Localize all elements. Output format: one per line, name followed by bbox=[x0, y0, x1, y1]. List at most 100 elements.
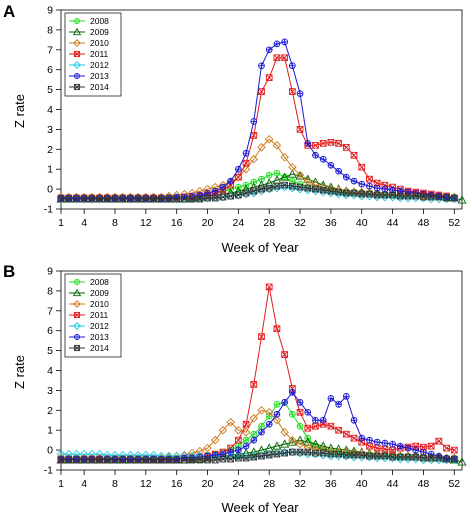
panel-b-point-2014 bbox=[119, 456, 127, 464]
panel-a-point-2014 bbox=[142, 195, 150, 203]
panel-a-point-2014 bbox=[335, 188, 342, 196]
panel-b-series-2009 bbox=[56, 435, 467, 466]
panel-b-point-2008 bbox=[258, 422, 265, 430]
panel-a-legend-label: 2014 bbox=[90, 82, 109, 92]
panel-a-point-2010 bbox=[234, 172, 243, 182]
panel-a-point-2014 bbox=[427, 193, 435, 201]
panel-a-point-2014 bbox=[119, 195, 127, 203]
panel-a-point-2011 bbox=[366, 175, 373, 183]
panel-a-point-2014 bbox=[57, 195, 65, 203]
panel-b-point-2010 bbox=[264, 408, 274, 417]
panel-b-point-2012 bbox=[372, 453, 382, 463]
panel-a-x-tick-label: 20 bbox=[202, 217, 214, 229]
panel-b-point-2010 bbox=[280, 427, 289, 437]
panel-a-point-2014 bbox=[281, 181, 288, 189]
panel-b-x-tick-label: 24 bbox=[233, 478, 245, 490]
panel-b-x-tick-label: 4 bbox=[81, 478, 87, 490]
panel-b-point-2011 bbox=[450, 446, 458, 454]
panel-a-point-2011 bbox=[312, 141, 319, 149]
panel-a-y-tick-label: 4 bbox=[47, 104, 53, 116]
panel-b-point-2010 bbox=[210, 435, 220, 445]
panel-b-point-2014 bbox=[103, 456, 111, 464]
panel-b-point-2011 bbox=[342, 430, 350, 438]
panel-b-point-2008 bbox=[242, 436, 250, 444]
panel-a-point-2012 bbox=[234, 190, 243, 200]
panel-a-point-2013 bbox=[366, 182, 373, 190]
panel-b-legend-label: 2010 bbox=[90, 299, 109, 309]
panel-a-x-tick-label: 52 bbox=[448, 217, 460, 229]
panel-a-point-2014 bbox=[173, 195, 181, 203]
panel-b-x-tick-label: 12 bbox=[140, 478, 152, 490]
panel-b-legend-marker bbox=[73, 322, 81, 330]
panel-b-point-2014 bbox=[204, 456, 211, 464]
panel-a-point-2013 bbox=[327, 161, 335, 169]
panel-b-point-2013 bbox=[366, 436, 373, 444]
panel-b-point-2013 bbox=[342, 393, 350, 400]
panel-b-y-tick-label: 2 bbox=[47, 405, 53, 417]
panel-b-point-2010 bbox=[241, 427, 251, 437]
panel-a-legend-marker bbox=[73, 39, 81, 47]
panel-a-legend-label: 2013 bbox=[90, 71, 109, 81]
panel-b-point-2014 bbox=[265, 451, 273, 459]
panel-b-point-2014 bbox=[366, 452, 373, 460]
panel-b-point-2014 bbox=[312, 449, 319, 457]
panel-b-legend-label: 2011 bbox=[90, 310, 109, 320]
panel-a-x-tick-label: 4 bbox=[81, 217, 87, 229]
panel-b-point-2010 bbox=[272, 415, 282, 425]
panel-a-point-2014 bbox=[366, 190, 373, 198]
panel-a-legend-marker bbox=[73, 72, 81, 80]
panel-a-legend-marker bbox=[73, 61, 81, 69]
panel-a-point-2013 bbox=[258, 62, 265, 70]
panel-a-y-tick-label: 1 bbox=[47, 164, 53, 176]
panel-b-point-2008 bbox=[250, 430, 258, 438]
panel-a-point-2014 bbox=[319, 186, 327, 194]
panel-b-point-2013 bbox=[327, 395, 335, 402]
panel-b-x-tick-label: 28 bbox=[263, 478, 275, 490]
panel-a-point-2012 bbox=[403, 193, 413, 203]
panel-a-point-2013 bbox=[227, 177, 235, 185]
panel-b-point-2014 bbox=[427, 454, 435, 462]
panel-a-y-tick-label: 7 bbox=[47, 44, 53, 56]
panel-a-x-tick-label: 8 bbox=[112, 217, 118, 229]
panel-a-point-2011 bbox=[288, 88, 296, 95]
panel-b-point-2014 bbox=[358, 451, 366, 459]
panel-b-point-2009 bbox=[318, 441, 328, 450]
panel-b-point-2011 bbox=[296, 408, 304, 416]
panel-b-point-2011 bbox=[443, 444, 450, 452]
panel-a-x-tick-label: 24 bbox=[233, 217, 245, 229]
panel-a-x-tick-label: 1 bbox=[58, 217, 64, 229]
panel-b-point-2013 bbox=[242, 442, 250, 450]
panel-a-point-2013 bbox=[350, 177, 358, 185]
panel-b-point-2011 bbox=[366, 442, 373, 450]
panel-b-point-2014 bbox=[350, 451, 358, 459]
panel-a-point-2012 bbox=[226, 191, 235, 201]
panel-b-point-2012 bbox=[419, 455, 428, 465]
panel-a-legend-label: 2011 bbox=[90, 49, 109, 59]
panel-b-point-2013 bbox=[420, 448, 427, 456]
panel-b-x-tick-label: 40 bbox=[356, 478, 368, 490]
panel-b-point-2013 bbox=[358, 434, 366, 442]
panel-b-x-tick-label: 20 bbox=[202, 478, 214, 490]
panel-b-point-2014 bbox=[65, 456, 73, 464]
panel-a-point-2013 bbox=[335, 167, 342, 175]
panel-a-x-tick-label: 44 bbox=[387, 217, 399, 229]
panel-a-point-2012 bbox=[342, 190, 351, 200]
panel-b-point-2009 bbox=[249, 447, 259, 456]
panel-a-point-2014 bbox=[342, 189, 350, 197]
panel-b-point-2011 bbox=[250, 381, 258, 388]
panel-a-label: A bbox=[3, 2, 15, 21]
panel-a-point-2014 bbox=[396, 192, 404, 200]
panel-a-point-2011 bbox=[235, 173, 242, 181]
panel-a-legend-item-2010: 2010 bbox=[69, 38, 109, 48]
panel-b-x-tick-label: 44 bbox=[387, 478, 399, 490]
panel-b-point-2009 bbox=[310, 439, 321, 448]
panel-a-legend-label: 2012 bbox=[90, 60, 109, 70]
panel-b-point-2010 bbox=[288, 435, 297, 445]
panel-a-point-2014 bbox=[103, 195, 111, 203]
panel-b-point-2014 bbox=[165, 456, 173, 464]
panel-b-point-2013 bbox=[412, 446, 420, 454]
panel-a-point-2014 bbox=[96, 195, 103, 203]
panel-b-point-2013 bbox=[304, 408, 312, 416]
panel-a-point-2014 bbox=[381, 191, 389, 199]
